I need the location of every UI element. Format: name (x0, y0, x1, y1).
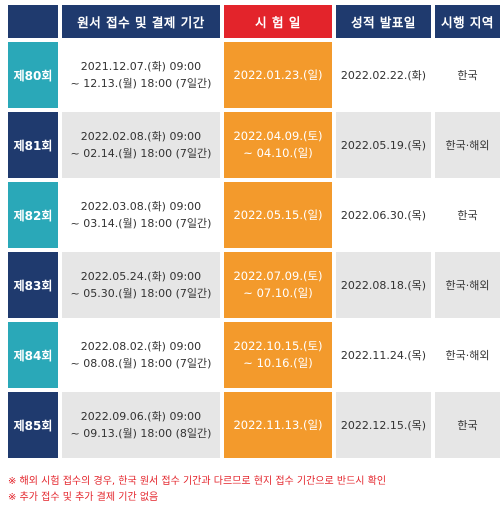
exam-date-line1: 2022.10.15.(토) (233, 339, 323, 353)
header-round-blank (8, 5, 58, 38)
result-date: 2022.11.24.(목) (336, 322, 431, 388)
exam-date: 2022.10.15.(토) ~ 10.16.(일) (224, 322, 332, 388)
period-end: ~ 08.08.(월) 18:00 (7일간) (70, 357, 212, 370)
exam-date-line1: 2022.07.09.(토) (233, 269, 323, 283)
application-period: 2021.12.07.(화) 09:00 ~ 12.13.(월) 18:00 (… (62, 42, 220, 108)
exam-region: 한국·해외 (435, 112, 500, 178)
round-label: 제84회 (8, 322, 58, 388)
exam-date: 2022.01.23.(일) (224, 42, 332, 108)
exam-date-line2: ~ 04.10.(일) (243, 146, 313, 160)
result-date: 2022.02.22.(화) (336, 42, 431, 108)
period-end: ~ 05.30.(월) 18:00 (7일간) (70, 287, 212, 300)
footnotes: ※ 해외 시험 접수의 경우, 한국 원서 접수 기간과 다르므로 현지 접수 … (8, 474, 386, 506)
exam-region: 한국 (435, 42, 500, 108)
exam-region: 한국·해외 (435, 322, 500, 388)
result-date: 2022.06.30.(목) (336, 182, 431, 248)
period-end: ~ 02.14.(월) 18:00 (7일간) (70, 147, 212, 160)
exam-date-line2: ~ 10.16.(일) (243, 356, 313, 370)
header-period: 원서 접수 및 결제 기간 (62, 5, 220, 38)
exam-date-line1: 2022.04.09.(토) (233, 129, 323, 143)
period-start: 2021.12.07.(화) 09:00 (80, 60, 202, 73)
exam-date-line1: 2022.11.13.(일) (233, 417, 323, 432)
application-period: 2022.02.08.(화) 09:00 ~ 02.14.(월) 18:00 (… (62, 112, 220, 178)
header-exam-date: 시 험 일 (224, 5, 332, 38)
period-start: 2022.03.08.(화) 09:00 (80, 200, 202, 213)
exam-region: 한국·해외 (435, 252, 500, 318)
exam-date-line1: 2022.01.23.(일) (233, 67, 323, 82)
period-end: ~ 03.14.(월) 18:00 (7일간) (70, 217, 212, 230)
round-label: 제85회 (8, 392, 58, 458)
application-period: 2022.09.06.(화) 09:00 ~ 09.13.(월) 18:00 (… (62, 392, 220, 458)
exam-date-line1: 2022.05.15.(일) (233, 207, 323, 222)
round-label: 제80회 (8, 42, 58, 108)
round-label: 제81회 (8, 112, 58, 178)
result-date: 2022.05.19.(목) (336, 112, 431, 178)
period-end: ~ 09.13.(월) 18:00 (8일간) (70, 427, 212, 440)
period-start: 2022.08.02.(화) 09:00 (80, 340, 202, 353)
exam-schedule-table: 원서 접수 및 결제 기간 시 험 일 성적 발표일 시행 지역 제80회 20… (8, 5, 500, 458)
exam-date: 2022.07.09.(토) ~ 07.10.(일) (224, 252, 332, 318)
exam-date: 2022.11.13.(일) (224, 392, 332, 458)
footnote-overseas: ※ 해외 시험 접수의 경우, 한국 원서 접수 기간과 다르므로 현지 접수 … (8, 476, 387, 487)
footnote-no-additional: ※ 추가 접수 및 추가 결제 기간 없음 (8, 492, 159, 503)
exam-date: 2022.04.09.(토) ~ 04.10.(일) (224, 112, 332, 178)
exam-date: 2022.05.15.(일) (224, 182, 332, 248)
round-label: 제83회 (8, 252, 58, 318)
period-end: ~ 12.13.(월) 18:00 (7일간) (70, 77, 212, 90)
exam-region: 한국 (435, 392, 500, 458)
period-start: 2022.09.06.(화) 09:00 (80, 410, 202, 423)
header-region: 시행 지역 (435, 5, 500, 38)
period-start: 2022.05.24.(화) 09:00 (80, 270, 202, 283)
application-period: 2022.03.08.(화) 09:00 ~ 03.14.(월) 18:00 (… (62, 182, 220, 248)
round-label: 제82회 (8, 182, 58, 248)
application-period: 2022.05.24.(화) 09:00 ~ 05.30.(월) 18:00 (… (62, 252, 220, 318)
exam-region: 한국 (435, 182, 500, 248)
period-start: 2022.02.08.(화) 09:00 (80, 130, 202, 143)
result-date: 2022.08.18.(목) (336, 252, 431, 318)
result-date: 2022.12.15.(목) (336, 392, 431, 458)
exam-date-line2: ~ 07.10.(일) (243, 286, 313, 300)
application-period: 2022.08.02.(화) 09:00 ~ 08.08.(월) 18:00 (… (62, 322, 220, 388)
header-result-date: 성적 발표일 (336, 5, 431, 38)
